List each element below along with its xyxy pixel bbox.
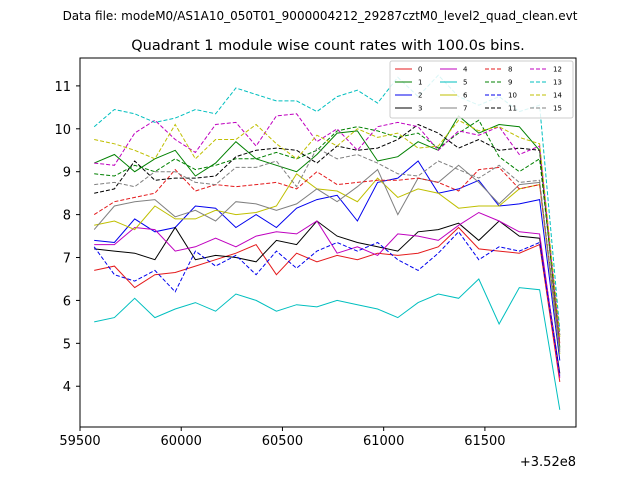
series-line-4 bbox=[94, 211, 561, 378]
legend-label-14: 14 bbox=[553, 92, 562, 100]
series-line-15 bbox=[94, 147, 561, 350]
series-line-13 bbox=[93, 74, 561, 331]
legend-label-5: 5 bbox=[463, 79, 467, 87]
legend-label-11: 11 bbox=[508, 105, 517, 113]
x-tick-label: 61000 bbox=[363, 434, 404, 449]
legend-label-7: 7 bbox=[463, 105, 467, 113]
legend-label-15: 15 bbox=[553, 105, 562, 113]
y-tick-label: 11 bbox=[54, 80, 71, 95]
series-line-8 bbox=[93, 166, 561, 344]
y-tick-label: 7 bbox=[63, 252, 71, 267]
legend-label-0: 0 bbox=[418, 66, 422, 74]
series-line-2 bbox=[94, 160, 561, 361]
legend-label-10: 10 bbox=[508, 92, 517, 100]
x-tick-label: 60500 bbox=[262, 434, 303, 449]
legend-label-12: 12 bbox=[553, 66, 562, 74]
series-line-5 bbox=[94, 278, 561, 410]
series-line-7 bbox=[93, 164, 561, 352]
legend-label-9: 9 bbox=[508, 79, 512, 87]
y-tick-label: 6 bbox=[63, 294, 71, 309]
series-line-3 bbox=[94, 220, 561, 374]
plot-series bbox=[93, 74, 561, 410]
legend-label-4: 4 bbox=[463, 66, 468, 74]
series-line-6 bbox=[94, 173, 561, 355]
y-tick-label: 8 bbox=[63, 209, 71, 224]
x-tick-label: 60000 bbox=[161, 434, 202, 449]
series-line-10 bbox=[93, 231, 561, 376]
series-line-11 bbox=[94, 123, 561, 335]
y-tick-label: 4 bbox=[63, 380, 71, 395]
x-tick-label: 61500 bbox=[464, 434, 505, 449]
legend-box bbox=[389, 60, 574, 119]
data-file-label: Data file: modeM0/AS1A10_050T01_90000042… bbox=[63, 9, 578, 23]
x-offset-label: +3.52e8 bbox=[520, 455, 576, 470]
chart-title: Quadrant 1 module wise count rates with … bbox=[131, 38, 525, 54]
y-tick-label: 10 bbox=[54, 123, 71, 138]
series-line-14 bbox=[94, 119, 561, 337]
legend-label-1: 1 bbox=[418, 79, 422, 87]
series-line-12 bbox=[94, 113, 561, 342]
y-tick-label: 9 bbox=[63, 166, 71, 181]
y-tick-label: 5 bbox=[63, 337, 71, 352]
legend-label-6: 6 bbox=[463, 92, 468, 100]
legend-label-13: 13 bbox=[553, 79, 562, 87]
x-tick-label: 59500 bbox=[59, 434, 100, 449]
legend-label-8: 8 bbox=[508, 66, 512, 74]
legend-label-3: 3 bbox=[418, 105, 422, 113]
series-line-1 bbox=[94, 115, 561, 348]
legend-label-2: 2 bbox=[418, 92, 422, 100]
series-line-0 bbox=[94, 226, 561, 382]
plot-frame bbox=[79, 57, 577, 428]
